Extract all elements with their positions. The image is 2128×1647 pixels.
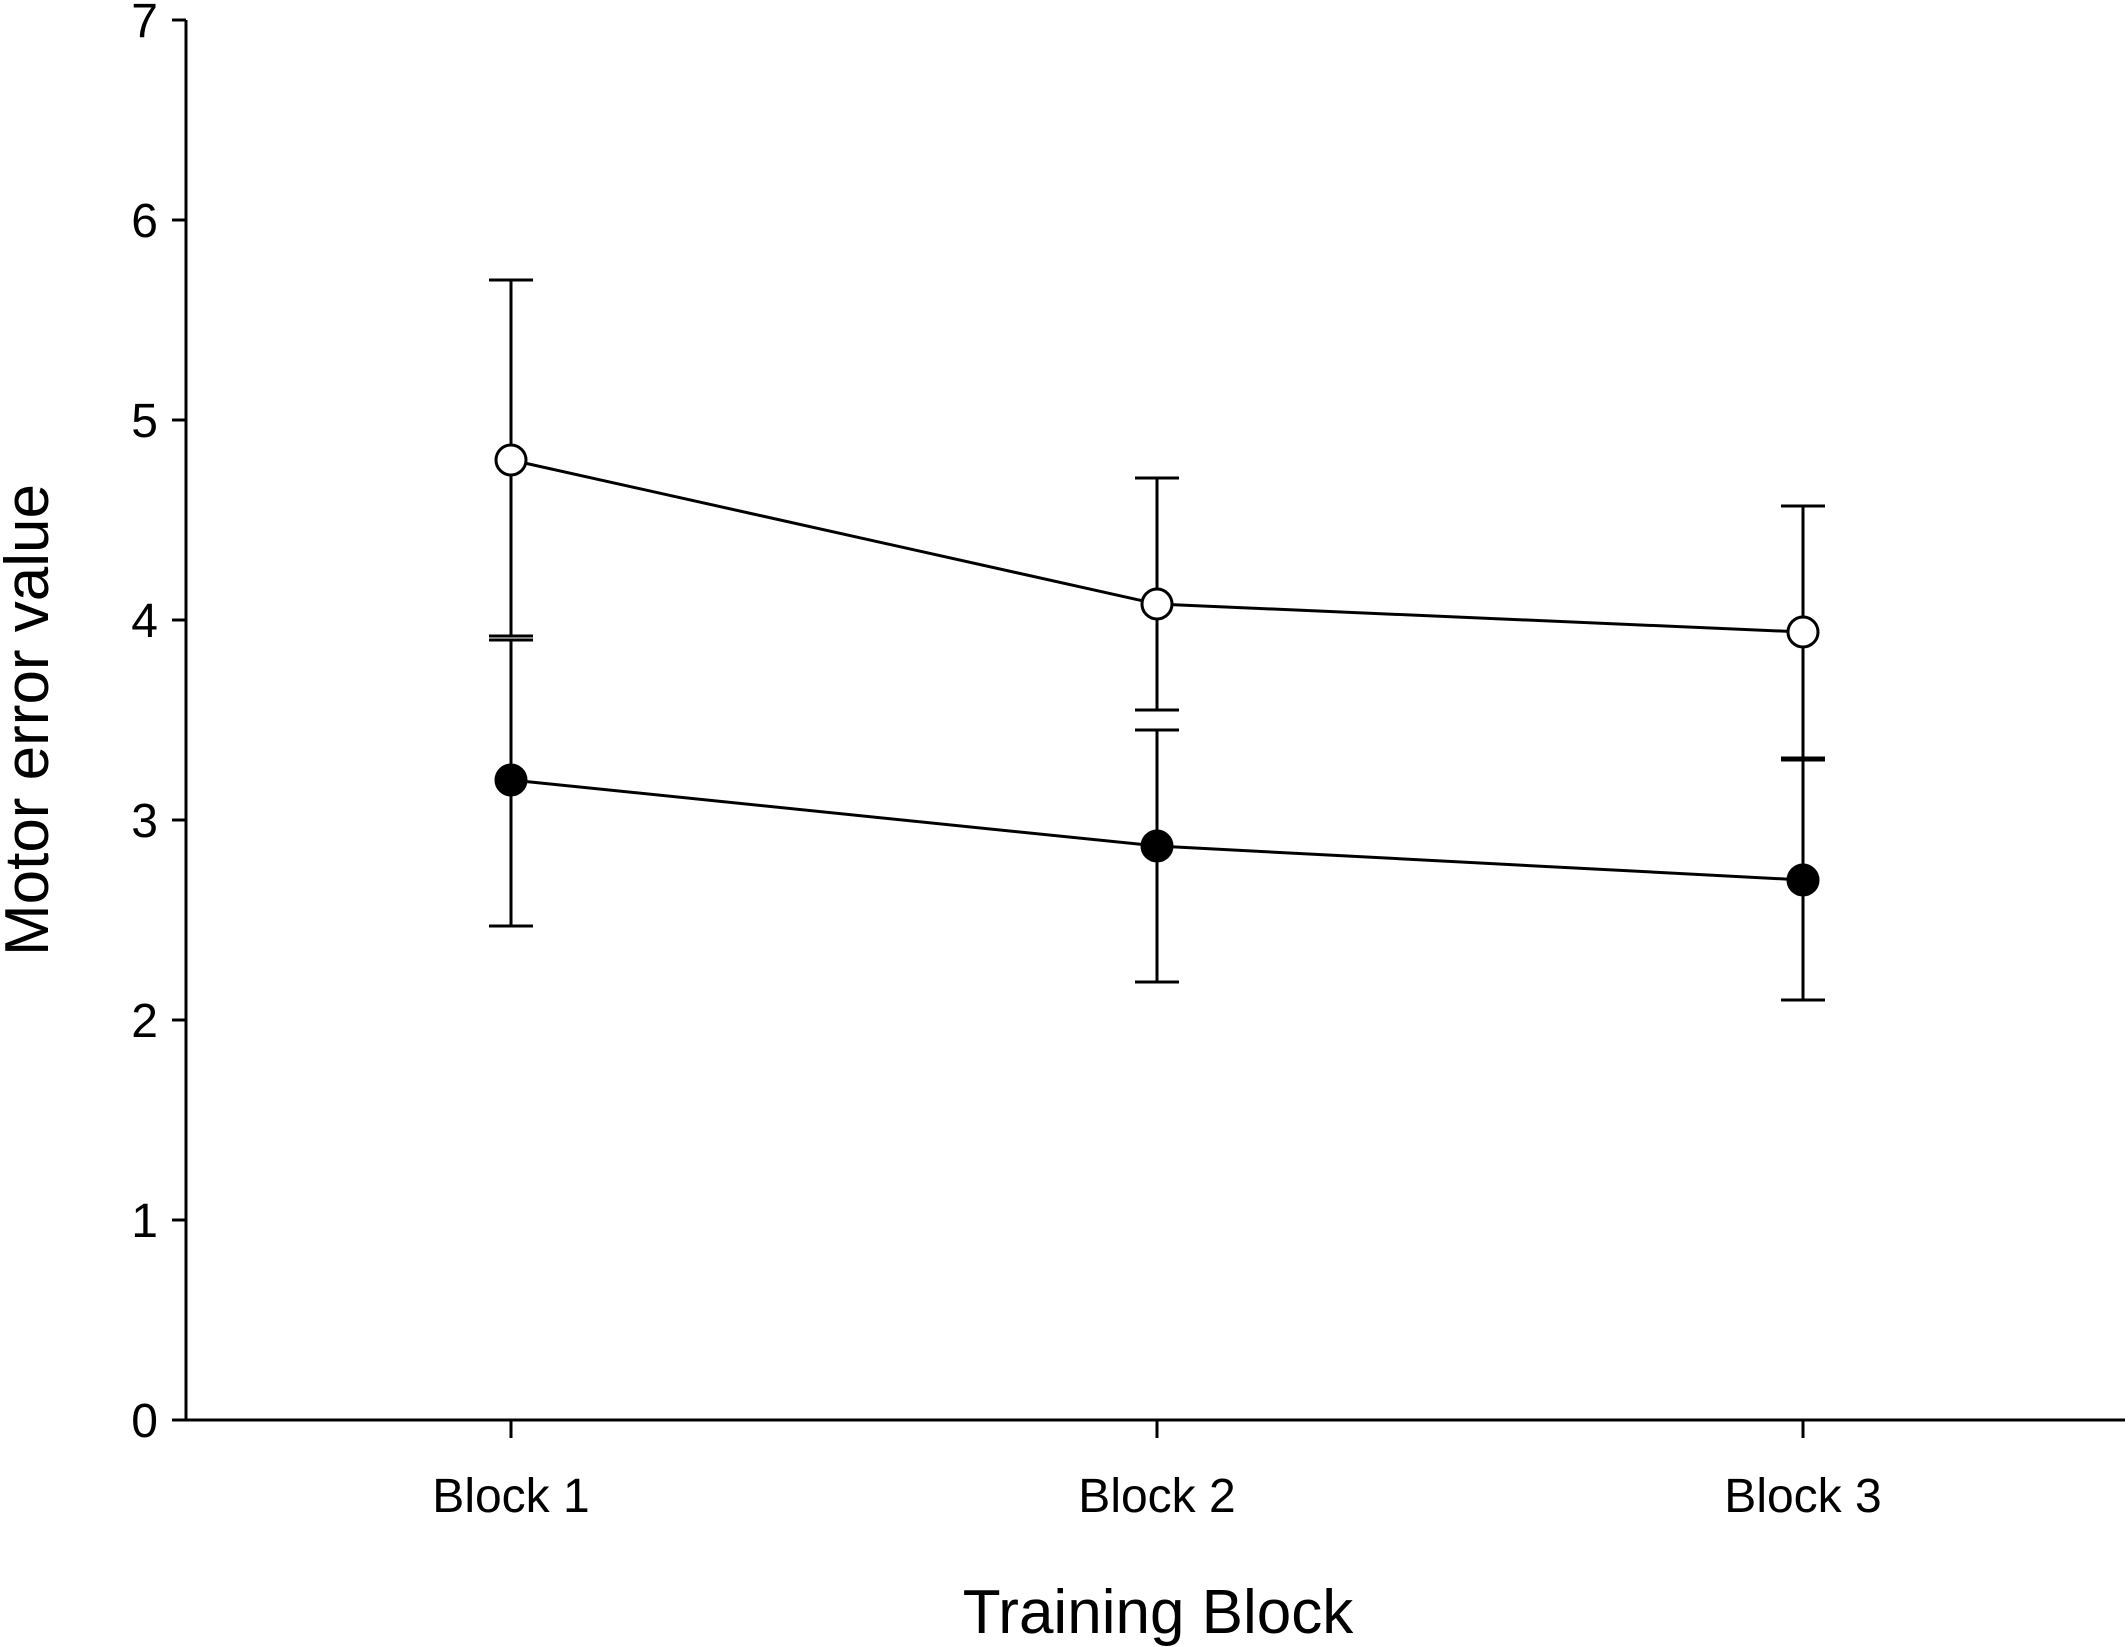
filled-circle-marker: [1140, 829, 1174, 863]
y-axis-label: Motor error value: [0, 484, 62, 956]
filled-circle-marker: [1786, 863, 1820, 897]
filled-circle-marker: [494, 763, 528, 797]
y-ticks: 0 1 2 3 4 5 6 7: [131, 0, 186, 1448]
x-axis-label: Training Block: [963, 1578, 1355, 1647]
y-tick-label: 6: [131, 195, 158, 248]
x-tick-label: Block 1: [432, 1470, 589, 1523]
open-circle-marker: [494, 443, 528, 477]
x-ticks: Block 1 Block 2 Block 3: [432, 1420, 1882, 1523]
error-bars: [489, 278, 1825, 1002]
y-tick-label: 1: [131, 1195, 158, 1248]
y-tick-label: 4: [131, 595, 158, 648]
x-tick-label: Block 3: [1724, 1470, 1881, 1523]
y-tick-label: 3: [131, 795, 158, 848]
y-tick-label: 5: [131, 395, 158, 448]
open-circle-marker: [1786, 615, 1820, 649]
open-circle-marker: [1140, 587, 1174, 621]
y-tick-label: 0: [131, 1395, 158, 1448]
axes: [184, 20, 2125, 1422]
y-tick-label: 7: [131, 0, 158, 48]
y-tick-label: 2: [131, 995, 158, 1048]
data-markers: [494, 443, 1820, 897]
x-tick-label: Block 2: [1078, 1470, 1235, 1523]
